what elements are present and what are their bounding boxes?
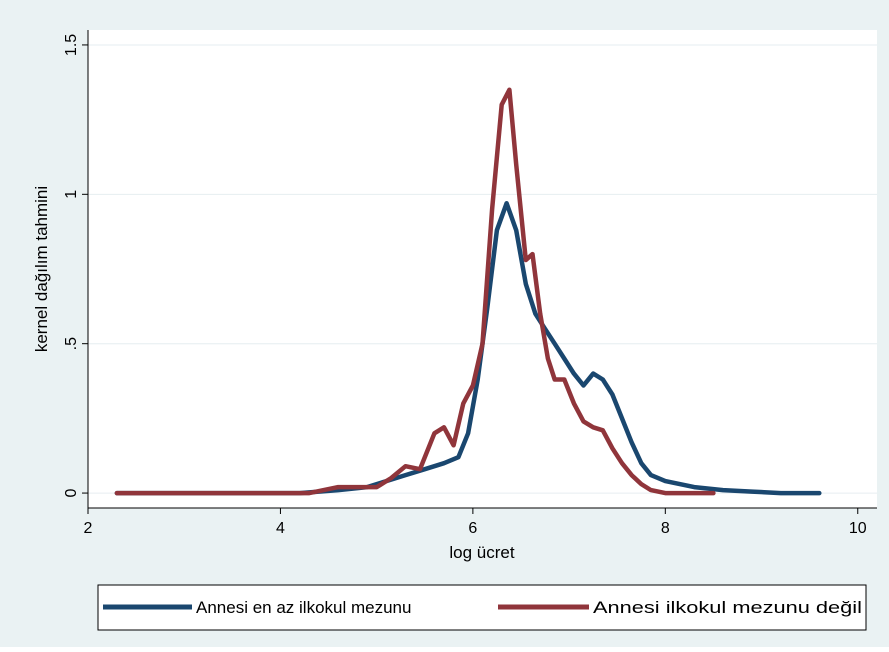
x-tick-label-4: 10 [849, 520, 867, 537]
y-tick-label-3: 1.5 [63, 34, 80, 56]
plot-area [88, 30, 877, 508]
x-axis-label: log ücret [449, 543, 514, 562]
series-line-1 [114, 87, 716, 496]
legend-label-0: Annesi en az ilkokul mezunu [196, 598, 411, 617]
legend-label-1: Annesi ilkokul mezunu değil [593, 598, 862, 617]
x-tick-label-2: 6 [468, 520, 477, 537]
axis-ticks: 0 .5 1 1.5 2 4 6 8 10 [63, 34, 867, 537]
y-tick-label-0: 0 [63, 489, 80, 498]
y-tick-label-1: .5 [63, 337, 80, 350]
x-tick-label-0: 2 [84, 520, 93, 537]
y-tick-label-2: 1 [63, 190, 80, 199]
x-tick-label-1: 4 [276, 520, 285, 537]
x-tick-label-3: 8 [661, 520, 670, 537]
legend-box [97, 584, 867, 631]
y-axis-label: kernel dağılım tahmini [32, 186, 51, 352]
series-lines [114, 87, 822, 496]
